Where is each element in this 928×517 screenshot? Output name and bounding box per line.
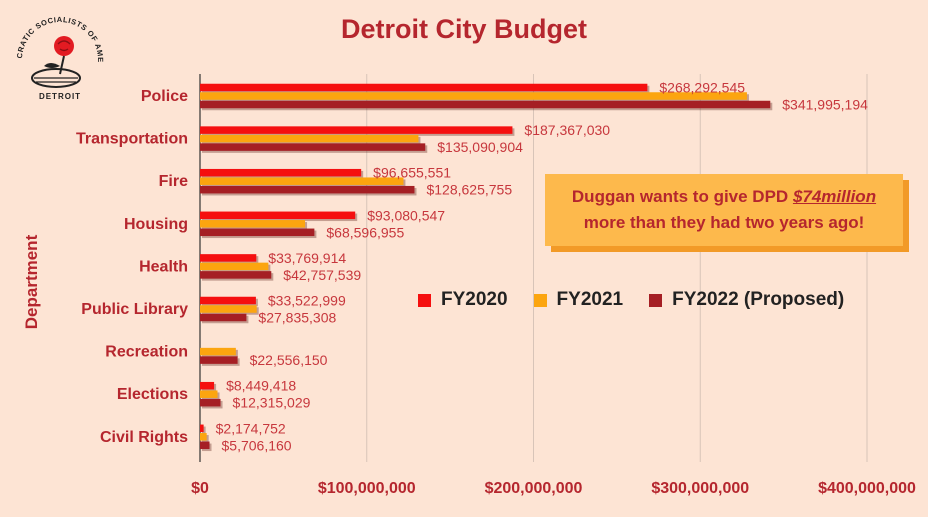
data-label: $268,292,545	[659, 80, 745, 96]
data-label: $33,522,999	[268, 293, 346, 309]
bar	[200, 262, 269, 271]
data-label: $341,995,194	[782, 97, 868, 113]
category-label: Recreation	[105, 344, 188, 361]
x-tick-label: $300,000,000	[651, 480, 749, 497]
bar	[200, 92, 747, 100]
category-label: Elections	[117, 386, 188, 403]
bar	[200, 433, 207, 441]
bar	[200, 390, 218, 398]
bar	[200, 134, 419, 143]
data-label: $12,315,029	[233, 395, 311, 411]
bar	[200, 424, 204, 433]
bar	[200, 126, 513, 134]
legend-label: FY2020	[441, 289, 508, 310]
x-tick-label: $0	[191, 480, 209, 497]
bar	[200, 254, 257, 262]
bar	[200, 100, 771, 109]
callout-line2: more than they had two years ago!	[583, 213, 865, 232]
data-label: $27,835,308	[258, 310, 336, 326]
bar	[200, 83, 648, 92]
legend-label: FY2022 (Proposed)	[672, 289, 845, 310]
category-label: Civil Rights	[100, 429, 188, 446]
bar	[200, 296, 256, 305]
bar	[200, 177, 404, 185]
legend-swatch	[418, 293, 431, 307]
callout-box: Duggan wants to give DPD $74million more…	[545, 174, 903, 246]
bar	[200, 143, 426, 151]
legend: FY2020 FY2021 FY2022 (Proposed)	[418, 289, 844, 311]
bar	[200, 168, 362, 177]
data-label: $8,449,418	[226, 378, 296, 394]
data-label: $93,080,547	[367, 207, 445, 223]
data-label: $33,769,914	[268, 250, 346, 266]
data-label: $5,706,160	[222, 437, 292, 453]
category-label: Fire	[159, 173, 188, 190]
callout-emphasis: $74million	[792, 187, 877, 206]
bar	[200, 398, 221, 407]
bar	[200, 228, 315, 237]
category-label: Public Library	[81, 301, 188, 318]
legend-item-fy2021: FY2021	[533, 289, 624, 311]
callout-text: Duggan wants to give DPD $74million more…	[572, 184, 876, 236]
data-label: $42,757,539	[283, 267, 361, 283]
x-tick-label: $400,000,000	[818, 480, 916, 497]
callout-line1-prefix: Duggan wants to give DPD	[571, 187, 793, 206]
bar	[200, 211, 356, 220]
bar	[200, 271, 272, 279]
x-tick-label: $200,000,000	[485, 480, 583, 497]
data-label: $128,625,755	[426, 182, 512, 198]
bar	[200, 356, 238, 364]
data-label: $187,367,030	[524, 122, 610, 138]
legend-swatch	[533, 293, 547, 307]
data-label: $135,090,904	[437, 139, 523, 155]
bar	[200, 313, 247, 322]
logo-bottom-text: DETROIT	[39, 92, 81, 101]
data-label: $2,174,752	[216, 420, 286, 436]
bar	[200, 347, 236, 356]
legend-label: FY2021	[556, 289, 624, 310]
legend-swatch	[649, 293, 663, 307]
rose-icon	[54, 36, 74, 56]
legend-item-fy2022: FY2022 (Proposed)	[649, 289, 844, 311]
data-label: $68,596,955	[326, 224, 404, 240]
bar	[200, 305, 257, 313]
chart-title: Detroit City Budget	[341, 14, 587, 44]
bar	[200, 185, 415, 194]
legend-item-fy2020: FY2020	[418, 289, 508, 311]
category-label: Housing	[124, 216, 188, 233]
bar	[200, 220, 306, 228]
data-label: $22,556,150	[250, 352, 328, 368]
x-tick-label: $100,000,000	[318, 480, 416, 497]
category-label: Health	[139, 258, 188, 275]
bar-shadow	[202, 426, 206, 435]
y-axis-title: Department	[22, 234, 41, 329]
category-label: Police	[141, 88, 188, 105]
dsa-logo: DEMOCRATIC SOCIALISTS OF AMERICA DETROIT	[14, 10, 104, 101]
bar	[200, 381, 215, 390]
bar	[200, 441, 210, 450]
data-label: $96,655,551	[373, 165, 451, 181]
category-label: Transportation	[76, 131, 188, 148]
